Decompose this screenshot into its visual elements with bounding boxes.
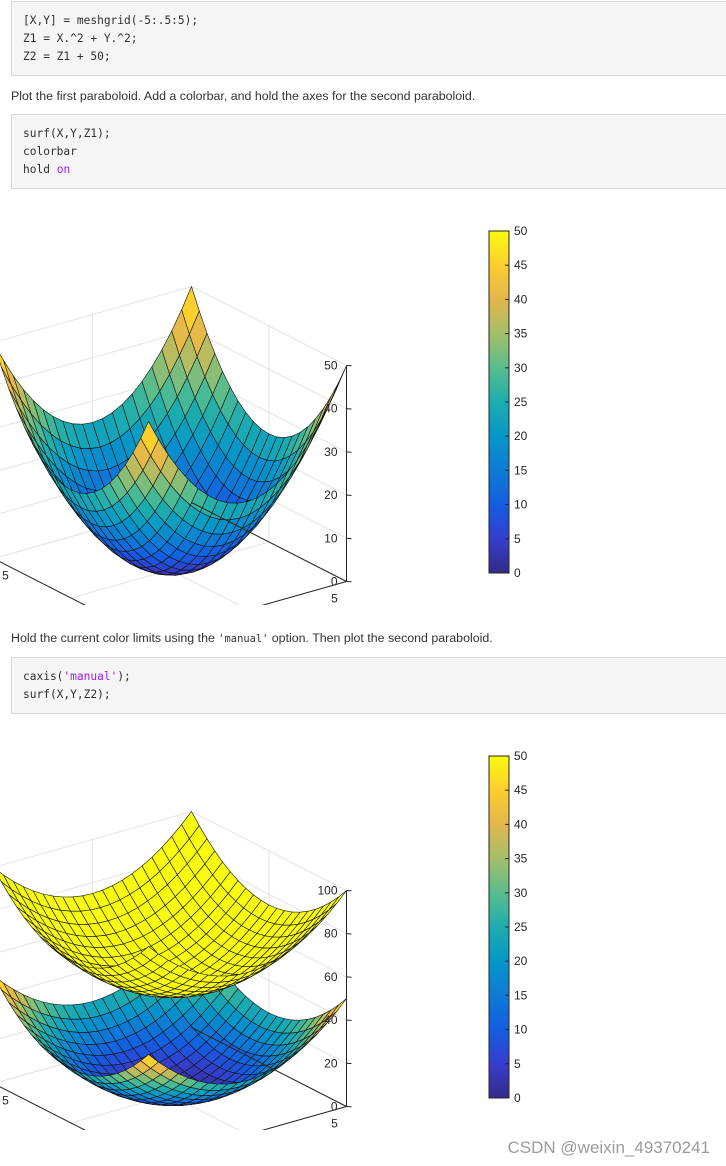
colorbar-tick-label: 45: [514, 783, 528, 797]
colorbar-tick-label: 20: [514, 429, 528, 443]
x-axis: [0, 1086, 86, 1130]
colorbar-tick-label: 50: [514, 224, 528, 238]
code-line: surf(X,Y,Z1);: [23, 127, 111, 140]
axis-edge: [191, 502, 347, 582]
colorbar-tick-label: 50: [514, 749, 528, 763]
colorbar-tick-label: 30: [514, 886, 528, 900]
paragraph-plot-first: Plot the first paraboloid. Add a colorba…: [11, 89, 476, 103]
colorbar-tick-label: 0: [514, 566, 521, 580]
x-tick-label: 5: [2, 569, 9, 583]
z-tick-label: 20: [324, 1056, 338, 1070]
colorbar-tick-label: 15: [514, 988, 528, 1002]
surface-patch: [140, 421, 159, 457]
code-line: surf(X,Y,Z2);: [23, 688, 111, 701]
colorbar-tick-label: 35: [514, 852, 528, 866]
colorbar-tick-label: 20: [514, 954, 528, 968]
colorbar-tick-label: 10: [514, 1023, 528, 1037]
z-tick-label: 10: [324, 531, 338, 545]
z-tick-label: 0: [331, 1100, 338, 1114]
code-line: [X,Y] = meshgrid(-5:.5:5);: [23, 14, 199, 27]
colorbar-tick-label: 25: [514, 920, 528, 934]
code-string: 'manual': [63, 670, 118, 683]
surface-patch: [140, 946, 159, 961]
code-line: Z2 = Z1 + 50;: [23, 50, 111, 63]
z-tick-label: 100: [317, 884, 337, 898]
code-line: caxis(: [23, 670, 64, 683]
z-tick-label: 50: [324, 359, 338, 373]
colorbar-tick-label: 5: [514, 1057, 521, 1071]
code-block-surf: surf(X,Y,Z1); colorbar hold on: [11, 114, 726, 189]
code-line: Z1 = X.^2 + Y.^2;: [23, 32, 138, 45]
z-tick-label: 40: [324, 1013, 338, 1027]
paragraph-hold-color: Hold the current color limits using the …: [11, 631, 493, 645]
code-line: hold: [23, 163, 50, 176]
colorbar-tick-label: 5: [514, 532, 521, 546]
y-axis: [261, 1106, 347, 1130]
z-tick-label: 0: [331, 575, 338, 589]
z-tick-label: 60: [324, 970, 338, 984]
code-block-caxis: caxis('manual'); surf(X,Y,Z2);: [11, 657, 726, 714]
z-tick-label: 80: [324, 927, 338, 941]
y-tick-label: 5: [331, 1117, 338, 1131]
inline-code: 'manual': [218, 633, 269, 645]
code-line: colorbar: [23, 145, 77, 158]
colorbar-tick-label: 40: [514, 292, 528, 306]
code-block-meshgrid: [X,Y] = meshgrid(-5:.5:5); Z1 = X.^2 + Y…: [11, 1, 726, 76]
y-tick-label: 5: [331, 592, 338, 606]
grid-line: [0, 561, 86, 605]
colorbar-tick-label: 25: [514, 395, 528, 409]
code-keyword: on: [56, 163, 71, 176]
para-text: Hold the current color limits using the: [11, 631, 219, 645]
colorbar-tick-label: 30: [514, 361, 528, 375]
axis-edge: [191, 1027, 347, 1107]
watermark: CSDN @weixin_49370241: [507, 1138, 710, 1157]
x-axis: [0, 561, 86, 605]
colorbar-tick-label: 0: [514, 1091, 521, 1105]
z-tick-label: 40: [324, 402, 338, 416]
surface-patch: [140, 1054, 159, 1069]
z-tick-label: 30: [324, 445, 338, 459]
grid-line: [261, 1106, 347, 1130]
colorbar-tick-label: 35: [514, 327, 528, 341]
code-line: );: [117, 670, 131, 683]
y-axis: [261, 581, 347, 605]
colorbar-tick-label: 40: [514, 817, 528, 831]
para-text: option. Then plot the second paraboloid.: [268, 631, 493, 645]
z-tick-label: 20: [324, 488, 338, 502]
colorbar-tick-label: 10: [514, 498, 528, 512]
surface-patch: [305, 408, 324, 443]
colorbar-tick-label: 45: [514, 258, 528, 272]
grid-line: [261, 581, 347, 605]
colorbar-tick-label: 15: [514, 463, 528, 477]
x-tick-label: 5: [2, 1094, 9, 1108]
